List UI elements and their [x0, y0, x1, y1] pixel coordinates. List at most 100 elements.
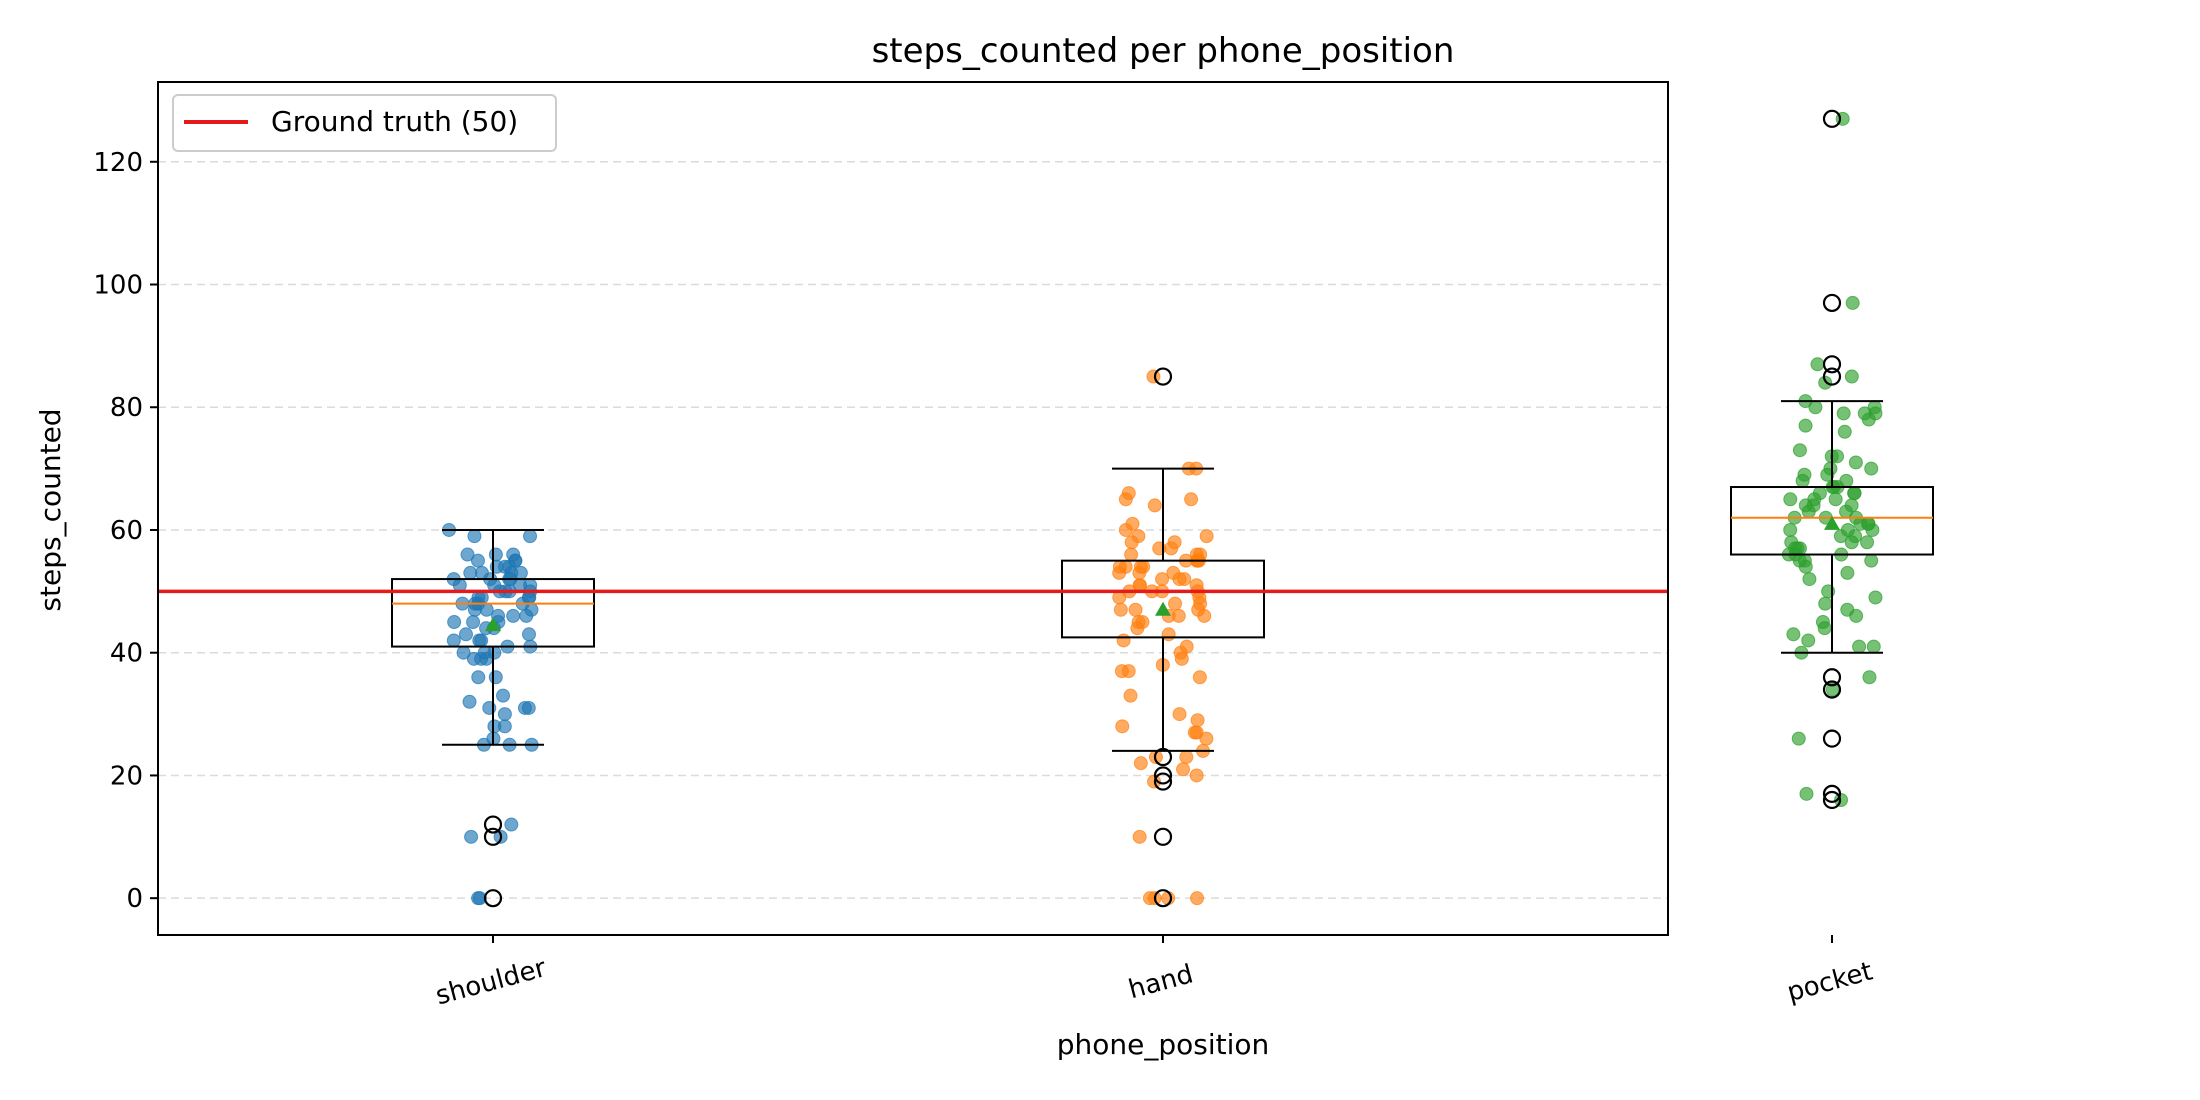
data-point-pocket — [1799, 786, 1814, 801]
mean-marker-hand — [1155, 601, 1171, 616]
data-point-hand — [1132, 565, 1147, 580]
plot-frame — [157, 81, 1669, 936]
data-point-hand — [1176, 762, 1191, 777]
outlier-pocket — [1822, 367, 1842, 386]
data-point-shoulder — [523, 529, 538, 544]
data-point-pocket — [1837, 424, 1852, 439]
data-point-hand — [1116, 633, 1131, 648]
data-point-hand — [1174, 651, 1189, 666]
data-point-pocket — [1868, 590, 1883, 605]
data-point-pocket — [1864, 553, 1879, 568]
data-point-shoulder — [488, 547, 503, 562]
outlier-pocket — [1822, 729, 1842, 748]
data-point-hand — [1113, 602, 1128, 617]
data-point-hand — [1172, 707, 1187, 722]
outlier-pocket — [1822, 668, 1842, 687]
data-point-hand — [1147, 498, 1162, 513]
data-point-hand — [1168, 596, 1183, 611]
mean-marker-shoulder — [485, 617, 501, 632]
data-point-hand — [1190, 713, 1205, 728]
data-point-pocket — [1836, 406, 1851, 421]
data-point-shoulder — [506, 608, 521, 623]
data-point-hand — [1130, 621, 1145, 636]
data-point-shoulder — [521, 627, 536, 642]
data-point-pocket — [1844, 535, 1859, 550]
outlier-hand — [1153, 772, 1173, 791]
data-point-pocket — [1801, 633, 1816, 648]
data-point-shoulder — [497, 707, 512, 722]
data-point-pocket — [1862, 670, 1877, 685]
data-point-pocket — [1802, 572, 1817, 587]
data-point-hand — [1124, 535, 1139, 550]
data-point-hand — [1197, 608, 1212, 623]
data-point-pocket — [1840, 565, 1855, 580]
y-tick-label: 40 — [110, 639, 143, 669]
data-point-hand — [1187, 725, 1202, 740]
data-point-pocket — [1830, 449, 1845, 464]
data-point-shoulder — [462, 694, 477, 709]
data-point-shoulder — [467, 529, 482, 544]
outlier-shoulder — [483, 889, 503, 908]
y-tick-label: 120 — [93, 148, 143, 178]
data-point-shoulder — [467, 602, 482, 617]
data-point-hand — [1189, 768, 1204, 783]
data-point-pocket — [1849, 608, 1864, 623]
outlier-hand — [1153, 367, 1173, 386]
data-point-shoulder — [460, 547, 475, 562]
outlier-shoulder — [483, 815, 503, 834]
data-point-shoulder — [504, 817, 519, 832]
data-point-hand — [1118, 522, 1133, 537]
outlier-pocket — [1822, 109, 1842, 128]
y-tick-label: 20 — [110, 761, 143, 791]
data-point-shoulder — [463, 565, 478, 580]
box-shoulder — [391, 528, 595, 908]
data-point-shoulder — [517, 700, 532, 715]
legend-label: Ground truth (50) — [271, 105, 518, 138]
data-point-hand — [1155, 572, 1170, 587]
data-point-pocket — [1783, 492, 1798, 507]
data-point-pocket — [1792, 443, 1807, 458]
y-tick-label: 100 — [93, 271, 143, 301]
data-point-hand — [1112, 565, 1127, 580]
data-point-pocket — [1808, 400, 1823, 415]
data-point-shoulder — [488, 670, 503, 685]
data-point-shoulder — [464, 829, 479, 844]
data-point-hand — [1172, 572, 1187, 587]
data-point-pocket — [1866, 639, 1881, 654]
data-point-hand — [1123, 688, 1138, 703]
data-point-pocket — [1818, 375, 1833, 390]
jitter-points — [442, 111, 1883, 906]
outlier-shoulder — [483, 827, 503, 846]
data-point-hand — [1121, 664, 1136, 679]
outlier-pocket — [1822, 355, 1842, 374]
data-point-shoulder — [470, 553, 485, 568]
data-point-hand — [1164, 541, 1179, 556]
data-point-hand — [1142, 891, 1157, 906]
legend-box — [172, 94, 557, 152]
data-point-pocket — [1795, 473, 1810, 488]
data-point-pocket — [1818, 596, 1833, 611]
data-point-shoulder — [487, 719, 502, 734]
y-axis: 0 20 40 60 80 100 120 — [93, 148, 158, 914]
data-point-hand — [1146, 369, 1161, 384]
data-point-shoulder — [447, 615, 462, 630]
data-point-pocket — [1783, 522, 1798, 537]
data-point-pocket — [1810, 357, 1825, 372]
data-point-hand — [1115, 719, 1130, 734]
data-point-shoulder — [471, 670, 486, 685]
data-point-hand — [1179, 750, 1194, 765]
data-point-hand — [1192, 670, 1207, 685]
y-tick-label: 80 — [110, 393, 143, 423]
data-point-hand — [1124, 547, 1139, 562]
data-point-hand — [1199, 529, 1214, 544]
chart-title: steps_counted per phone_position — [872, 31, 1455, 71]
outlier-pocket — [1822, 680, 1842, 699]
data-point-shoulder — [458, 627, 473, 642]
data-point-shoulder — [496, 688, 511, 703]
outlier-pocket — [1822, 790, 1842, 810]
y-tick-label: 0 — [126, 884, 143, 914]
data-point-pocket — [1798, 559, 1813, 574]
data-point-hand — [1171, 608, 1186, 623]
data-point-pocket — [1864, 461, 1879, 476]
data-point-pocket — [1828, 492, 1843, 507]
